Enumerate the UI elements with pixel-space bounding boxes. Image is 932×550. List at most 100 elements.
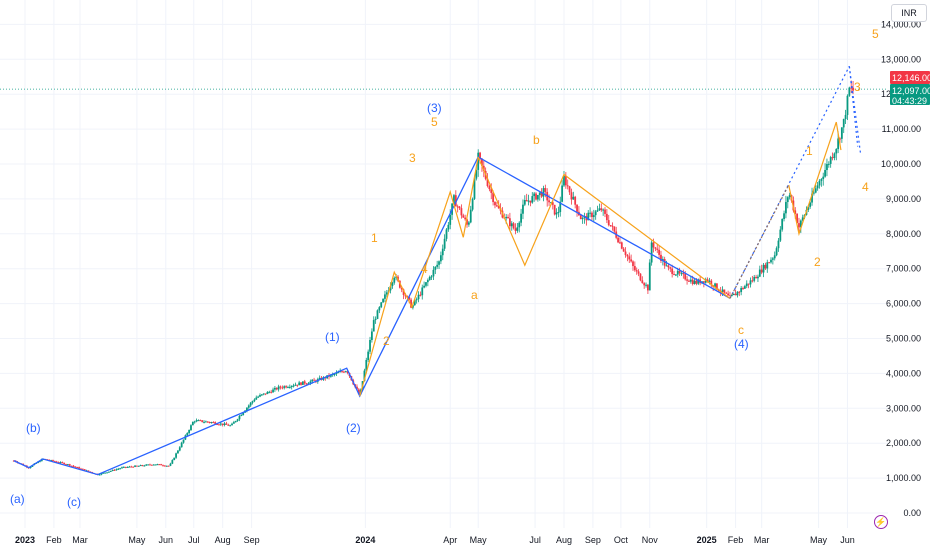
y-tick-label: 4,000.00: [886, 368, 921, 378]
candle-body: [201, 420, 204, 422]
candle-body: [232, 422, 235, 424]
candle-body: [329, 374, 332, 377]
candle-body: [441, 248, 444, 256]
candle-body: [814, 188, 817, 193]
candle-body: [708, 280, 711, 282]
y-tick-label: 9,000.00: [886, 194, 921, 204]
wave-label-n3: 3: [854, 80, 861, 94]
wave-label-c: c: [738, 323, 744, 337]
candle-body: [775, 248, 778, 256]
candle-body: [186, 433, 189, 436]
lightning-icon[interactable]: ⚡: [874, 515, 888, 529]
candle-body: [533, 193, 536, 197]
candle-body: [835, 149, 838, 154]
candle-body: [177, 450, 179, 454]
candle-body: [208, 421, 211, 423]
candle-body: [376, 310, 379, 319]
candle-body: [600, 208, 603, 211]
candle-body: [749, 280, 752, 285]
candle-body: [490, 189, 493, 193]
candle-body: [253, 399, 256, 402]
candle-body: [512, 223, 515, 229]
candle-body: [257, 396, 260, 398]
candle-body: [246, 407, 248, 411]
candle-body: [236, 419, 239, 421]
candle-body: [117, 468, 120, 470]
candle-body: [249, 402, 252, 406]
candle-body: [572, 196, 575, 200]
candle-body: [218, 424, 220, 426]
candle-body: [568, 186, 571, 193]
candle-body: [697, 279, 700, 284]
candle-body: [346, 371, 349, 373]
candle-body: [260, 394, 263, 396]
x-tick-label: Jun: [159, 535, 174, 545]
candle-body: [453, 195, 455, 204]
candle-body: [477, 152, 480, 170]
x-tick-label: Feb: [46, 535, 62, 545]
candle-body: [152, 464, 155, 466]
candle-body: [210, 422, 213, 424]
candle-body: [87, 470, 90, 472]
candle-body: [343, 371, 345, 373]
wave-label-w2: (2): [346, 421, 361, 435]
candle-body: [704, 279, 707, 283]
x-tick-label: May: [810, 535, 828, 545]
candle-body: [106, 472, 108, 474]
candle-body: [374, 318, 377, 321]
candle-body: [100, 473, 103, 475]
candle-body: [798, 223, 800, 228]
candle-body: [311, 379, 314, 382]
candle-body: [154, 464, 157, 466]
currency-selector[interactable]: INR: [891, 4, 927, 22]
candle-body: [231, 423, 233, 426]
candle-body: [628, 256, 631, 260]
candle-body: [365, 359, 368, 371]
candle-body: [59, 462, 62, 464]
x-tick-label: Jul: [188, 535, 200, 545]
candle-body: [167, 465, 170, 467]
candle-body: [199, 420, 202, 422]
candle-body: [639, 273, 642, 281]
candle-body: [550, 202, 552, 204]
candle-body: [691, 279, 694, 285]
candle-body: [714, 283, 716, 287]
candle-body: [676, 270, 679, 275]
candle-body: [53, 461, 56, 463]
x-tick-label: May: [470, 535, 488, 545]
candle-body: [412, 305, 414, 308]
candle-body: [400, 287, 403, 290]
candle-body: [413, 300, 416, 306]
wave-label-sub4: 4: [421, 262, 428, 276]
candle-body: [369, 339, 371, 352]
candle-body: [389, 286, 392, 291]
wave-label-a: a: [471, 288, 478, 302]
candle-body: [682, 273, 685, 275]
y-tick-label: 0.00: [903, 508, 921, 518]
candle-body: [341, 371, 343, 373]
candle-body: [417, 294, 420, 300]
candle-body: [827, 163, 830, 165]
candle-body: [486, 178, 489, 187]
candle-body: [643, 283, 646, 286]
candle-body: [214, 422, 217, 425]
x-tick-label: Jul: [529, 535, 541, 545]
candle-body: [624, 251, 627, 256]
candle-body: [824, 170, 826, 177]
candle-body: [50, 460, 53, 462]
candle-body: [439, 255, 442, 262]
candle-body: [426, 280, 429, 283]
candle-body: [438, 261, 440, 265]
candle-body: [680, 273, 683, 275]
candle-body: [268, 391, 271, 393]
candle-body: [630, 259, 633, 262]
y-tick-label: 7,000.00: [886, 264, 921, 274]
y-tick-label: 8,000.00: [886, 229, 921, 239]
candle-body: [339, 371, 342, 373]
candle-body: [673, 273, 675, 275]
candle-body: [162, 465, 164, 467]
candle-body: [755, 276, 757, 279]
candle-body: [458, 206, 461, 209]
candle-body: [436, 264, 439, 267]
candle-body: [516, 227, 519, 231]
